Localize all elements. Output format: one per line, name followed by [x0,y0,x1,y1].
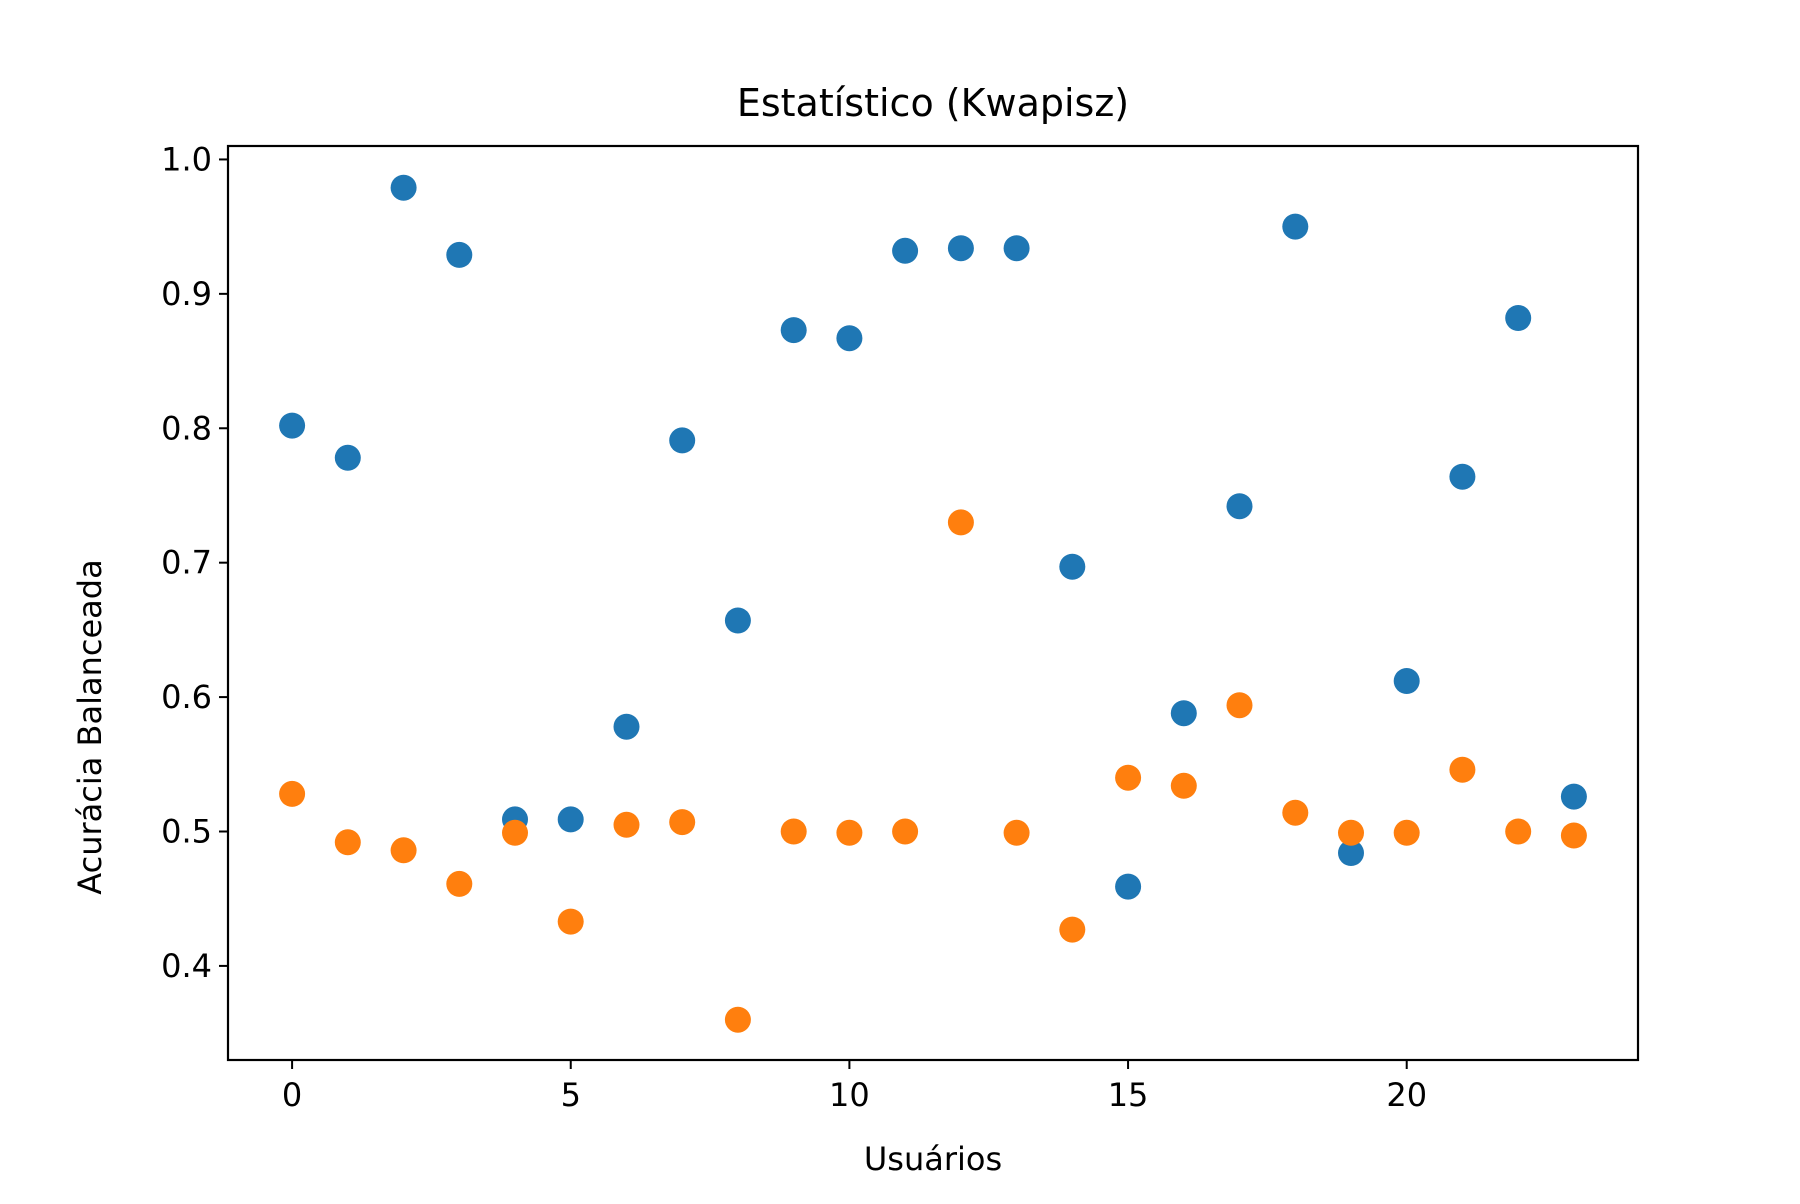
data-point-series1-x8 [724,607,751,634]
data-point-series1-x19 [1338,840,1364,866]
data-point-series1-x23 [1560,783,1587,810]
data-point-series1-x16 [1170,700,1197,727]
data-point-series2-x9 [780,818,807,845]
axis-ticks: 0 5 10 15 20 0.4 0.5 0.6 0.7 0.8 0.9 1.0 [161,140,1427,1114]
data-point-series1-x11 [892,237,919,264]
data-point-series2-x2 [390,837,417,864]
data-point-series2-x1 [334,829,361,856]
data-point-series2-x6 [613,811,640,838]
data-point-series1-x22 [1505,305,1532,331]
data-point-series2-x21 [1449,756,1476,783]
data-point-series2-x16 [1170,772,1197,799]
data-point-series1-x21 [1449,463,1476,490]
data-point-series1-x15 [1115,873,1142,900]
data-point-series2-x18 [1282,799,1309,826]
data-point-series1-x10 [836,325,863,352]
y-axis-label: Acurácia Balanceada [71,559,109,894]
data-point-series1-x0 [279,412,306,439]
data-point-series2-x3 [446,870,473,897]
data-point-series1-x5 [557,806,584,833]
x-tick-label: 10 [829,1076,870,1114]
data-point-series2-x23 [1560,822,1587,849]
data-point-series2-x5 [557,908,584,935]
x-tick-label: 5 [561,1076,581,1114]
data-point-series1-x6 [613,713,640,740]
chart-title: Estatístico (Kwapisz) [737,81,1129,125]
data-point-series1-x14 [1059,553,1086,580]
data-point-series2-x7 [669,809,696,836]
data-point-series2-x15 [1115,764,1142,791]
x-tick-label: 15 [1108,1076,1149,1114]
y-tick-label: 0.8 [161,409,212,447]
x-axis-label: Usuários [864,1140,1002,1178]
data-point-series2-x22 [1505,818,1532,845]
data-point-series1-x17 [1226,493,1253,520]
plot-frame [226,144,1640,1062]
data-point-series1-x3 [446,241,473,268]
data-point-series1-x2 [390,174,417,201]
data-point-series2-x11 [892,818,919,845]
data-point-series1-x12 [947,235,974,262]
y-tick-label: 0.5 [161,813,212,851]
data-points [279,174,1587,1033]
data-point-series2-x8 [724,1006,751,1033]
data-point-series2-x17 [1226,692,1253,719]
y-tick-label: 0.9 [161,275,212,313]
data-point-series1-x20 [1393,668,1420,694]
data-point-series1-x13 [1003,235,1030,262]
x-tick-label: 0 [282,1076,302,1114]
data-point-series1-x9 [780,317,807,344]
data-point-series1-x1 [334,444,361,471]
y-tick-label: 0.7 [161,544,212,582]
data-point-series1-x18 [1282,213,1309,240]
y-tick-label: 0.6 [161,678,212,716]
y-tick-label: 1.0 [161,140,212,178]
data-point-series2-x19 [1338,819,1364,846]
data-point-series2-x20 [1393,819,1420,846]
data-point-series2-x14 [1059,916,1086,943]
data-point-series1-x7 [669,427,696,454]
data-point-series2-x10 [836,819,863,846]
x-tick-label: 20 [1386,1076,1427,1114]
data-point-series2-x12 [947,509,974,536]
data-point-series2-x13 [1003,819,1030,846]
y-tick-label: 0.4 [161,947,212,985]
data-point-series2-x0 [279,780,306,807]
data-point-series2-x4 [502,819,528,846]
